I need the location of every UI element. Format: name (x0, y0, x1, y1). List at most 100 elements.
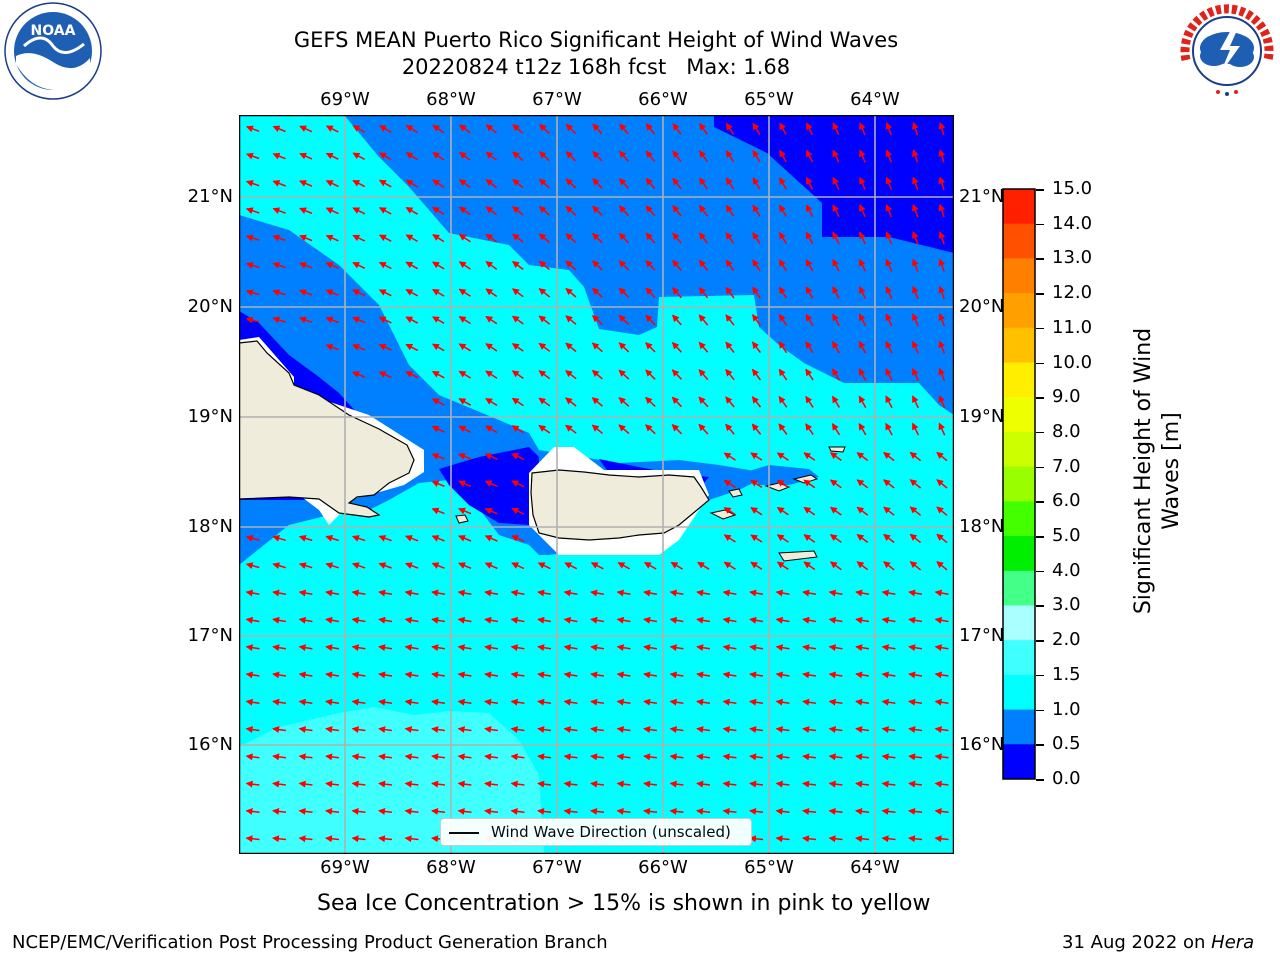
lon-label-top: 68°W (426, 89, 476, 110)
wave-direction-arrow (751, 368, 762, 381)
wave-direction-arrow (696, 616, 711, 624)
lat-label-left: 18°N (187, 516, 233, 537)
wave-direction-arrow (643, 616, 658, 624)
wave-direction-arrow (484, 698, 499, 706)
wave-direction-arrow (775, 753, 790, 761)
wave-direction-arrow (779, 177, 787, 190)
colorbar-tick-mark (1036, 397, 1044, 399)
wave-direction-arrow (485, 370, 498, 379)
wave-direction-arrow (698, 396, 709, 408)
wave-direction-arrow (858, 422, 867, 436)
wave-direction-arrow (404, 616, 419, 624)
wave-direction-arrow (325, 644, 340, 652)
wave-direction-arrow (432, 261, 445, 270)
wave-direction-arrow (752, 259, 761, 272)
wave-direction-arrow (805, 341, 814, 354)
wave-direction-arrow (616, 780, 631, 788)
wave-direction-arrow (749, 807, 764, 815)
wave-direction-arrow (699, 150, 708, 163)
wave-direction-arrow (272, 316, 286, 324)
wave-direction-arrow (325, 125, 339, 133)
wave-direction-arrow (592, 205, 603, 217)
wave-direction-arrow (832, 313, 840, 327)
wave-direction-arrow (828, 753, 843, 761)
wave-direction-arrow (351, 753, 366, 761)
wave-direction-arrow (272, 289, 286, 296)
wave-direction-arrow (484, 671, 499, 679)
wave-direction-arrow (537, 616, 552, 624)
wave-direction-arrow (538, 342, 551, 352)
wave-direction-arrow (298, 753, 313, 761)
wave-direction-arrow (672, 150, 682, 162)
nws-logo (1179, 3, 1275, 99)
wave-direction-arrow (245, 180, 260, 187)
wave-direction-arrow (855, 780, 869, 788)
wave-direction-arrow (803, 452, 816, 461)
wave-direction-arrow (590, 780, 604, 788)
wave-direction-arrow (404, 807, 419, 815)
wave-direction-arrow (272, 589, 287, 597)
lat-label-right: 16°N (959, 734, 1005, 755)
wave-direction-arrow (805, 286, 814, 299)
wave-direction-arrow (592, 178, 603, 189)
wave-direction-arrow (805, 259, 814, 272)
wave-direction-arrow (619, 150, 629, 162)
wave-direction-arrow (669, 644, 684, 652)
wave-direction-arrow (352, 316, 366, 324)
wave-direction-arrow (458, 535, 472, 542)
footer-left: NCEP/EMC/Verification Post Processing Pr… (12, 932, 608, 953)
colorbar-tick-mark (1036, 744, 1044, 746)
wave-direction-arrow (245, 316, 260, 324)
wave-direction-arrow (938, 285, 946, 300)
wave-direction-arrow (325, 835, 340, 843)
wave-direction-arrow (378, 179, 392, 188)
wave-direction-arrow (537, 671, 552, 679)
wave-direction-arrow (512, 124, 524, 134)
wave-direction-arrow (404, 726, 419, 734)
colorbar-tick-label: 0.0 (1052, 768, 1081, 789)
wave-direction-arrow (643, 589, 658, 597)
wave-direction-arrow (617, 562, 631, 570)
wave-direction-arrow (325, 753, 339, 761)
wave-direction-arrow (565, 123, 577, 135)
legend-label: Wind Wave Direction (unscaled) (491, 823, 731, 841)
wave-direction-arrow (538, 260, 550, 271)
wave-direction-arrow (858, 368, 867, 381)
wave-direction-arrow (938, 203, 946, 218)
wave-direction-arrow (832, 258, 840, 272)
wave-direction-arrow (828, 671, 843, 679)
wave-direction-arrow (749, 616, 764, 624)
wave-direction-arrow (618, 205, 629, 217)
wave-direction-arrow (723, 479, 736, 489)
wave-direction-arrow (885, 368, 893, 381)
wave-direction-arrow (832, 286, 840, 299)
wave-direction-arrow (245, 807, 260, 815)
wave-direction-arrow (669, 726, 684, 734)
wave-direction-arrow (298, 535, 313, 542)
wave-direction-arrow (881, 807, 896, 815)
wave-direction-arrow (457, 616, 472, 624)
colorbar-segment (1003, 293, 1035, 329)
lat-label-left: 17°N (187, 625, 233, 646)
wave-direction-arrow (802, 780, 816, 788)
wave-direction-arrow (778, 286, 788, 299)
wave-direction-arrow (912, 395, 919, 409)
wave-direction-arrow (272, 644, 287, 652)
wave-direction-arrow (881, 644, 896, 652)
colorbar-tick-label: 6.0 (1052, 490, 1081, 512)
wave-direction-arrow (590, 562, 604, 570)
wave-direction-arrow (325, 207, 339, 215)
hispaniola-landmass (239, 340, 415, 518)
wave-direction-arrow (723, 534, 736, 543)
lat-label-right: 21°N (959, 186, 1005, 207)
wave-direction-arrow (325, 262, 339, 269)
wave-direction-arrow (908, 835, 923, 843)
wave-direction-arrow (912, 121, 919, 136)
wave-direction-arrow (938, 121, 946, 136)
wave-direction-arrow (592, 260, 603, 271)
wave-direction-arrow (938, 422, 946, 436)
wave-direction-arrow (378, 726, 393, 734)
wave-direction-arrow (750, 561, 763, 570)
wave-direction-arrow (485, 233, 498, 243)
wave-direction-arrow (537, 644, 552, 652)
